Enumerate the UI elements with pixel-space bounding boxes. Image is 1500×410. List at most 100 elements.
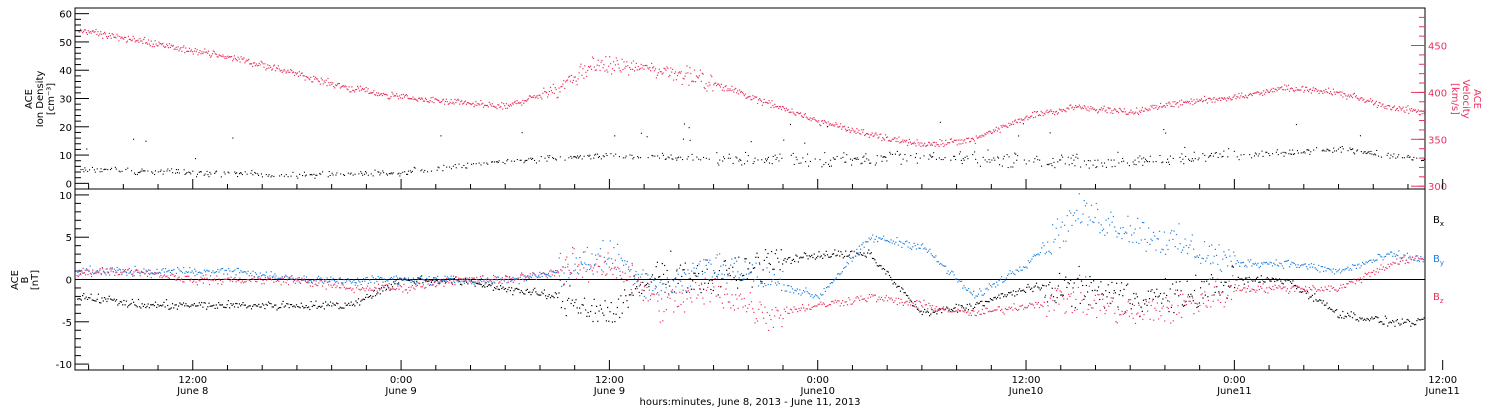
by-point [380, 277, 382, 279]
bz-point [174, 279, 177, 281]
by-point [426, 277, 428, 279]
bz-point [650, 295, 652, 297]
by-point [521, 272, 523, 274]
velocity-point [227, 55, 229, 57]
bx-point [101, 297, 103, 299]
velocity-point [849, 131, 851, 133]
density-point [343, 174, 345, 176]
velocity-point [1104, 110, 1106, 112]
density-point [94, 171, 96, 173]
velocity-point [556, 97, 558, 99]
bz-point [565, 259, 567, 261]
by-point [930, 253, 932, 255]
by-point [736, 260, 738, 262]
velocity-point [395, 95, 397, 97]
density-point [409, 170, 411, 172]
velocity-point [1110, 112, 1112, 114]
bz-point [227, 278, 229, 280]
by-point [1361, 261, 1364, 264]
bx-point [145, 307, 147, 309]
bz-point [368, 289, 370, 291]
bx-point [361, 299, 363, 301]
density-point [942, 159, 944, 161]
velocity-point [337, 82, 340, 85]
density-point [1204, 154, 1206, 156]
bx-point [186, 305, 188, 307]
velocity-point [1173, 106, 1175, 108]
by-point [1184, 238, 1186, 240]
bx-point [1123, 288, 1125, 290]
bz-point [535, 278, 537, 281]
velocity-point [1155, 107, 1157, 109]
bx-point [824, 255, 826, 257]
density-point [463, 164, 465, 166]
by-point [446, 276, 448, 278]
velocity-point [213, 51, 215, 53]
bx-point [876, 265, 878, 267]
by-point [685, 273, 687, 275]
velocity-point [604, 70, 606, 72]
bz-point [538, 274, 540, 276]
bz-point [370, 289, 372, 291]
velocity-point [1187, 101, 1189, 104]
velocity-point [1304, 89, 1306, 91]
velocity-point [1126, 113, 1128, 115]
velocity-point [592, 57, 594, 60]
bz-point [347, 288, 349, 290]
density-point [285, 174, 287, 176]
velocity-point [838, 126, 840, 128]
bz-point [407, 292, 409, 294]
by-point [1022, 266, 1024, 268]
by-point [1196, 255, 1198, 257]
by-point [873, 241, 875, 243]
velocity-point [1402, 106, 1404, 108]
by-point [115, 270, 117, 272]
bx-point [371, 297, 373, 299]
density-point [740, 159, 742, 161]
bz-point [93, 272, 95, 275]
bx-point [137, 298, 140, 301]
density-point [119, 171, 121, 173]
by-point [708, 262, 710, 264]
velocity-point [775, 106, 777, 108]
bx-point [627, 306, 629, 308]
by-point [881, 238, 884, 240]
density-point [664, 158, 666, 160]
velocity-point [1125, 113, 1127, 115]
bx-point [1265, 278, 1267, 280]
bx-point [1174, 293, 1176, 295]
by-point [663, 283, 665, 285]
density-point [340, 173, 342, 175]
bx-point [247, 306, 249, 308]
bz-point [163, 274, 166, 276]
velocity-point [1366, 100, 1368, 102]
bx-point [617, 298, 620, 300]
density-point [1013, 162, 1015, 164]
by-point [1174, 246, 1176, 248]
by-point [609, 240, 611, 242]
density-point [700, 159, 702, 161]
bz-point [213, 278, 215, 280]
density-point [795, 156, 797, 158]
velocity-point [411, 98, 413, 100]
velocity-point [1181, 99, 1183, 101]
by-point [1139, 227, 1141, 229]
by-point [866, 241, 868, 243]
by-point [751, 264, 753, 266]
bz-point [229, 280, 231, 282]
bx-point [1419, 319, 1422, 321]
density-point [1322, 149, 1324, 151]
by-point [265, 271, 267, 273]
velocity-point [596, 64, 598, 66]
by-point [213, 272, 215, 274]
velocity-point [989, 130, 991, 132]
bx-point [198, 302, 200, 304]
by-point [572, 246, 574, 249]
by-point [756, 276, 758, 278]
bx-point [1395, 320, 1397, 322]
density-point [1276, 149, 1278, 151]
velocity-point [302, 75, 304, 77]
bz-point [521, 274, 523, 276]
density-point [1353, 152, 1355, 154]
